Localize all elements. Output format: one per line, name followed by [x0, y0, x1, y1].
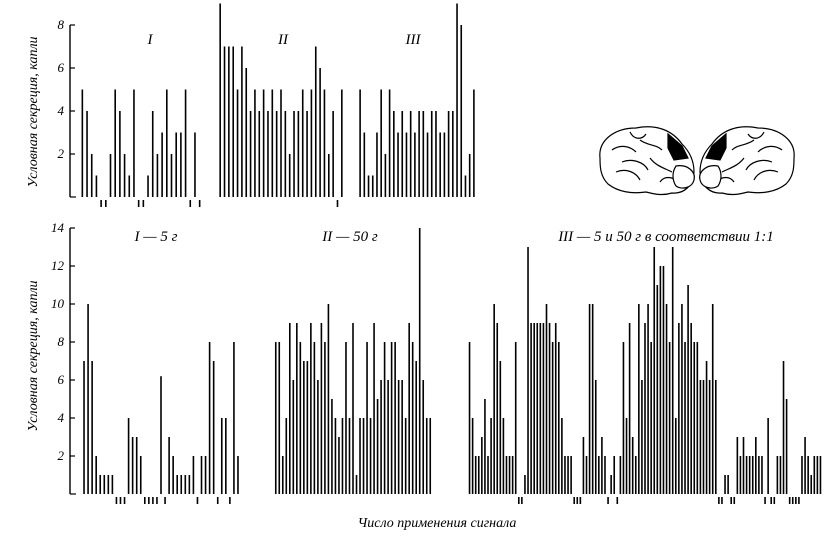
axes-layer: 2 4 6 8 2 4 6 8 10 12 14 — [51, 17, 76, 495]
y-tick-label: 2 — [58, 146, 65, 161]
x-axis-title: Число применения сигнала — [358, 516, 517, 531]
left-hemisphere-drawing — [599, 126, 695, 196]
y-tick-label: 2 — [58, 448, 65, 463]
top-y-axis-title: Условная секреция, капли — [26, 36, 41, 187]
bars-layer — [81, 3, 822, 504]
panel-title-top-3: III — [405, 32, 422, 48]
brain-illustration — [599, 126, 795, 196]
bottom-y-axis-title: Условная секреция, капли — [26, 280, 41, 431]
panel-title-top-2: II — [277, 32, 289, 48]
y-tick-label: 10 — [51, 296, 65, 311]
y-tick-label: 4 — [58, 410, 65, 425]
panel-title-bottom-3: III — 5 и 50 г в соответствии 1:1 — [557, 229, 774, 245]
panel-title-bottom-2: II — 50 г — [321, 229, 378, 245]
y-tick-label: 6 — [58, 60, 65, 75]
y-tick-label: 8 — [58, 334, 65, 349]
panel-title-top-1: I — [147, 32, 154, 48]
right-hemisphere-drawing — [699, 126, 795, 196]
y-tick-label: 8 — [58, 17, 65, 32]
panel-title-bottom-1: I — 5 г — [134, 229, 178, 245]
y-tick-label: 12 — [51, 258, 65, 273]
y-tick-label: 14 — [51, 220, 65, 235]
y-tick-label: 6 — [58, 372, 65, 387]
y-tick-label: 4 — [58, 103, 65, 118]
